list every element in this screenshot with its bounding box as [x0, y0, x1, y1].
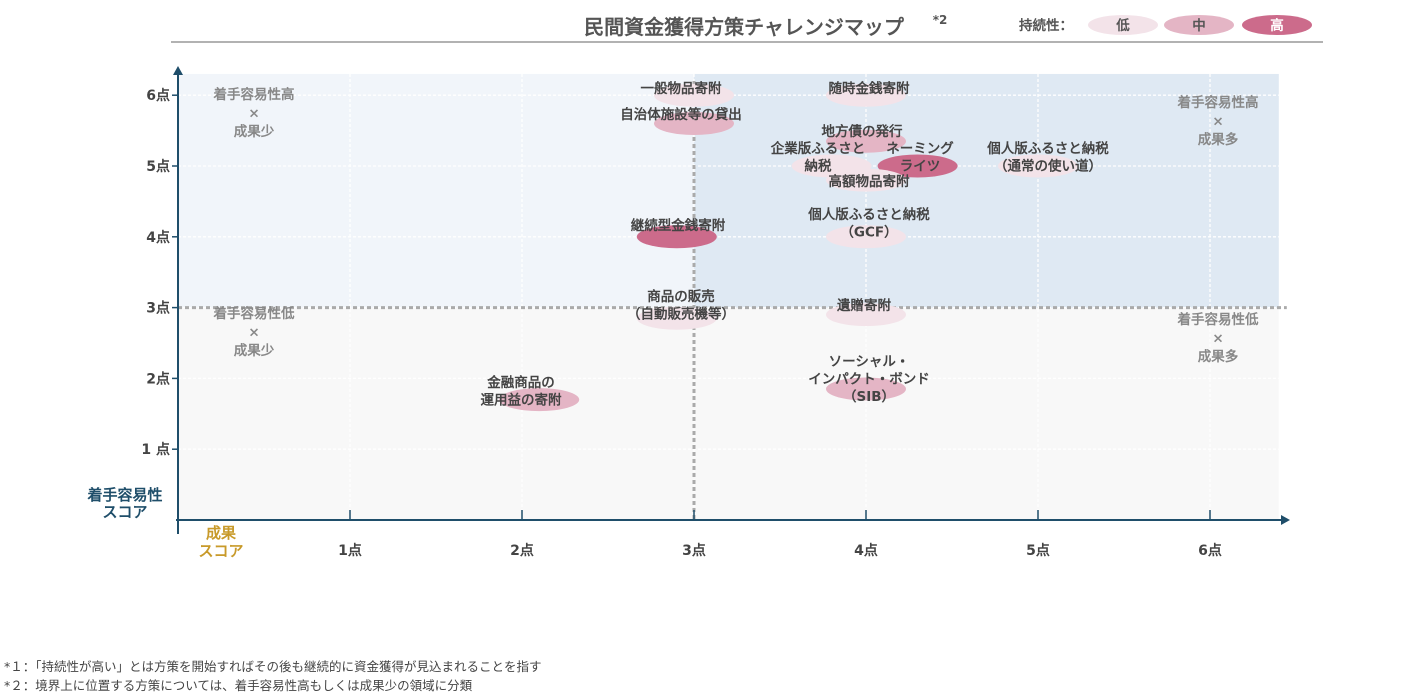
- data-point-label: ライツ: [900, 159, 941, 175]
- y-axis-title: スコア: [102, 503, 147, 521]
- data-point-marker: [826, 225, 906, 249]
- data-point-label: 随時金銭寄附: [829, 80, 910, 97]
- data-point-marker: [826, 377, 906, 401]
- y-tick-label: 5点: [146, 158, 170, 175]
- x-tick-label: 2点: [510, 542, 534, 559]
- data-point-label: 継続型金銭寄附: [631, 217, 726, 234]
- data-point-label: （GCF）: [840, 225, 897, 241]
- data-point-label: 運用益の寄附: [481, 392, 562, 409]
- legend-item-label: 中: [1192, 17, 1206, 34]
- data-point-marker: [654, 112, 734, 136]
- data-point-marker: [826, 303, 906, 327]
- data-point-label: （SIB）: [843, 389, 895, 405]
- x-axis-arrow: [1281, 515, 1290, 525]
- data-point-label: 商品の販売: [647, 288, 715, 305]
- chart-title-superscript: *2: [933, 13, 948, 27]
- footnote-1: *１：「持続性が高い」とは方策を開始すればその後も継続的に資金獲得が見込まれるこ…: [4, 659, 542, 674]
- quadrant-label: ×: [248, 106, 259, 122]
- data-point-marker: [636, 225, 717, 249]
- y-tick-label: 1 点: [141, 441, 170, 458]
- quadrant-label: 成果多: [1198, 348, 1239, 365]
- x-tick-label: 3点: [682, 542, 706, 559]
- data-point-label: ソーシャル・: [829, 354, 910, 370]
- y-tick-label: 4点: [146, 229, 170, 246]
- y-axis-arrow: [173, 66, 183, 75]
- quadrant-label: 着手容易性低: [213, 305, 295, 322]
- data-point-marker: [998, 154, 1078, 178]
- quadrant-label: ×: [1212, 114, 1223, 130]
- quadrant-label: 成果少: [234, 123, 275, 140]
- data-point-label: 納税: [805, 158, 833, 175]
- data-point-label: （通常の使い道）: [994, 158, 1102, 175]
- x-tick-label: 6点: [1198, 542, 1222, 559]
- quadrant-label: 成果少: [234, 342, 275, 359]
- data-point-label: 一般物品寄附: [641, 80, 722, 97]
- legend-swatch: [1088, 15, 1158, 35]
- x-tick-label: 4点: [854, 542, 878, 559]
- legend-swatch: [1164, 15, 1234, 35]
- data-point-label: 高額物品寄附: [829, 173, 910, 190]
- data-point-label: 個人版ふるさと納税: [986, 140, 1109, 157]
- data-point-label: 地方債の発行: [822, 123, 903, 140]
- legend-label: 持続性：: [1019, 17, 1073, 34]
- chart-title: 民間資金獲得方策チャレンジマップ: [584, 15, 905, 39]
- data-point-label: ネーミング: [886, 140, 954, 157]
- legend-swatch: [1242, 15, 1312, 35]
- y-axis-title: 着手容易性: [86, 486, 162, 504]
- legend-item-label: 低: [1115, 17, 1130, 34]
- x-tick-label: 5点: [1026, 542, 1050, 559]
- x-axis-title: スコア: [198, 542, 243, 560]
- quadrant-label: ×: [1212, 331, 1223, 347]
- data-point-label: 金融商品の: [486, 374, 555, 391]
- data-point-label: 遺贈寄附: [836, 297, 891, 314]
- data-point-label: 自治体施設等の貸出: [620, 106, 742, 123]
- data-point-label: 企業版ふるさと: [770, 140, 866, 157]
- quadrant-label: 着手容易性低: [1177, 311, 1259, 328]
- data-point-marker: [877, 154, 958, 178]
- data-point-marker: [826, 129, 906, 153]
- quadrant-label: 着手容易性高: [213, 86, 295, 103]
- data-point-label: （自動販売機等）: [627, 306, 735, 323]
- data-point-marker: [499, 388, 580, 412]
- x-tick-label: 1点: [338, 542, 362, 559]
- x-axis-title: 成果: [206, 524, 237, 542]
- data-point-marker: [826, 168, 906, 192]
- data-point-label: 個人版ふるさと納税: [807, 206, 930, 223]
- y-tick-label: 2点: [146, 370, 170, 387]
- data-point-marker: [654, 83, 734, 107]
- quadrant-label: 着手容易性高: [1177, 94, 1259, 111]
- y-tick-label: 3点: [146, 300, 170, 317]
- data-point-marker: [826, 83, 906, 107]
- footnote-2: *２：境界上に位置する方策については、着手容易性高もしくは成果少の領域に分類: [4, 678, 473, 693]
- legend-item-label: 高: [1270, 17, 1284, 34]
- quadrant-label: 成果多: [1198, 131, 1239, 148]
- data-point-label: インパクト・ボンド: [808, 372, 930, 388]
- quadrant-top-right-region: [694, 73, 1279, 308]
- data-point-marker: [636, 306, 717, 330]
- y-tick-label: 6点: [146, 87, 170, 104]
- quadrant-label: ×: [248, 325, 259, 341]
- quadrant-top-left-region: [178, 73, 694, 308]
